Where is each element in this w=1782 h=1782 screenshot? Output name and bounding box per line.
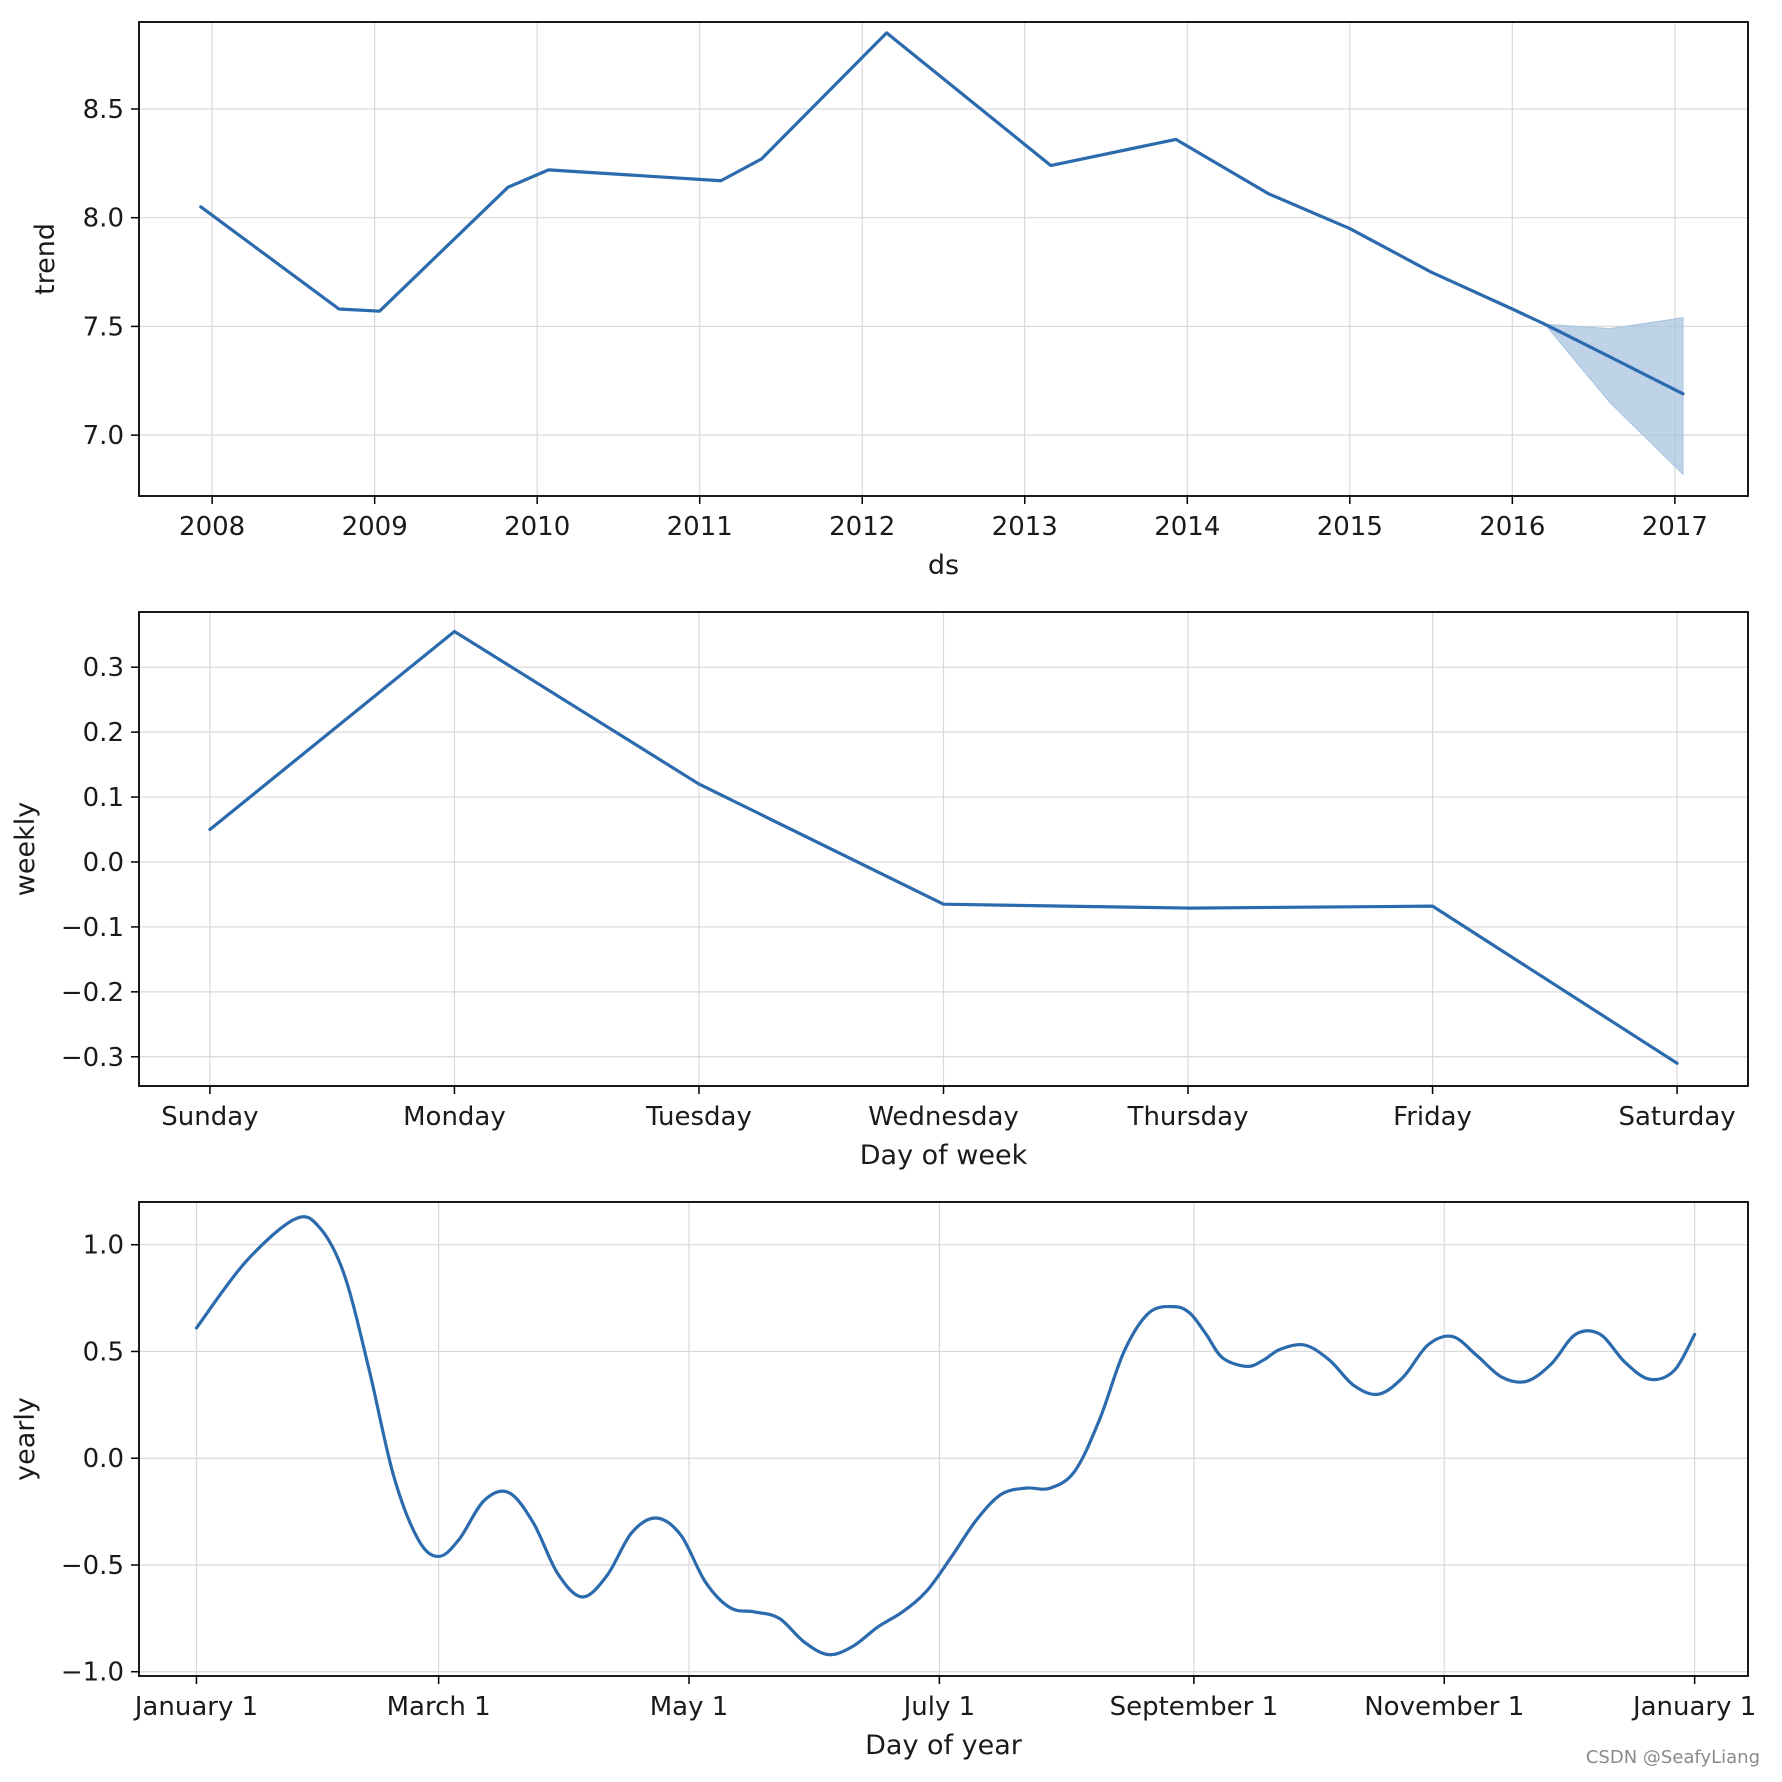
weekly-x-axis-label: Day of week [860, 1140, 1028, 1171]
trend-uncertainty-band [1543, 317, 1684, 476]
weekly-x-tick-label: Monday [403, 1102, 506, 1132]
yearly-y-tick-label: 0.5 [83, 1337, 124, 1367]
yearly-x-tick-label: January 1 [1631, 1692, 1756, 1722]
trend-x-tick-label: 2009 [342, 512, 408, 542]
trend-y-tick-label: 7.5 [83, 312, 124, 342]
trend-x-tick-label: 2012 [829, 512, 895, 542]
trend-x-tick-label: 2014 [1154, 512, 1220, 542]
trend-y-axis-label: trend [30, 223, 61, 295]
yearly-x-tick-label: May 1 [650, 1692, 729, 1722]
weekly-y-tick-label: −0.3 [61, 1043, 124, 1073]
weekly-x-tick-label: Tuesday [645, 1102, 752, 1132]
yearly-y-tick-label: −0.5 [61, 1551, 124, 1581]
weekly-series-line [208, 629, 1679, 1065]
trend-axes-frame [138, 21, 1749, 497]
weekly-y-tick-label: −0.1 [61, 913, 124, 943]
weekly-y-tick-label: 0.0 [83, 848, 124, 878]
weekly-y-tick-label: 0.1 [83, 783, 124, 813]
trend-y-tick-label: 7.0 [83, 421, 124, 451]
weekly-x-tick-label: Friday [1393, 1102, 1472, 1132]
yearly-x-axis-label: Day of year [865, 1730, 1023, 1761]
weekly-y-tick-label: 0.3 [83, 653, 124, 683]
weekly-x-tick-label: Thursday [1127, 1102, 1249, 1132]
yearly-y-tick-label: 1.0 [83, 1231, 124, 1261]
trend-y-tick-label: 8.0 [83, 204, 124, 234]
trend-x-tick-label: 2015 [1317, 512, 1383, 542]
yearly-x-tick-label: July 1 [902, 1692, 976, 1722]
yearly-x-tick-label: January 1 [133, 1692, 258, 1722]
yearly-y-axis-label: yearly [10, 1397, 41, 1481]
trend-x-tick-label: 2013 [992, 512, 1058, 542]
weekly-y-tick-label: 0.2 [83, 718, 124, 748]
yearly-y-tick-label: 0.0 [83, 1444, 124, 1474]
weekly-y-tick-label: −0.2 [61, 978, 124, 1008]
weekly-x-tick-label: Wednesday [868, 1102, 1019, 1132]
trend-x-tick-label: 2008 [179, 512, 245, 542]
yearly-y-tick-label: −1.0 [61, 1658, 124, 1688]
trend-series-line [199, 31, 1685, 396]
trend-x-tick-label: 2010 [504, 512, 570, 542]
watermark: CSDN @SeafyLiang [1585, 1747, 1760, 1768]
trend-x-axis-label: ds [928, 550, 959, 581]
weekly-panel: Sunday Monday Tuesday Wednesday Thursday Frid… [10, 611, 1749, 1171]
yearly-series-line [194, 1215, 1697, 1657]
yearly-x-tick-label: November 1 [1364, 1692, 1524, 1722]
weekly-x-tick-label: Saturday [1619, 1102, 1736, 1132]
yearly-axes-frame [138, 1201, 1749, 1677]
yearly-x-tick-label: March 1 [387, 1692, 491, 1722]
weekly-y-axis-label: weekly [10, 802, 41, 896]
trend-x-tick-label: 2011 [667, 512, 733, 542]
trend-y-tick-label: 8.5 [83, 95, 124, 125]
trend-x-tick-label: 2017 [1642, 512, 1708, 542]
trend-panel: 2008 2009 2010 2011 2012 2013 2014 2015 2016 2017… [30, 21, 1749, 581]
yearly-panel: January 1 March 1 May 1 July 1 September 1 No… [10, 1201, 1756, 1761]
yearly-x-tick-label: September 1 [1110, 1692, 1279, 1722]
trend-x-tick-label: 2016 [1479, 512, 1545, 542]
weekly-x-tick-label: Sunday [161, 1102, 258, 1132]
